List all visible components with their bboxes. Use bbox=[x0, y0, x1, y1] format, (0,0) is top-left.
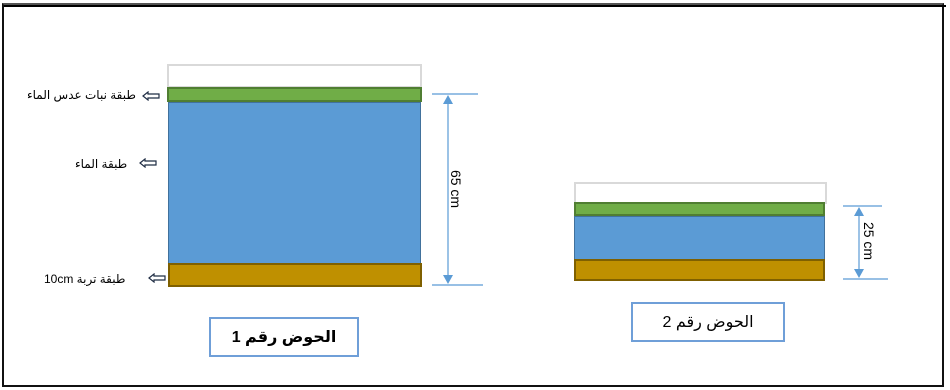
tank1-plant-label: طبقة نبات عدس الماء bbox=[27, 88, 136, 102]
tank2-title: الحوض رقم 2 bbox=[631, 302, 785, 342]
tank1-plant-layer bbox=[167, 87, 422, 102]
tank2-water-layer bbox=[574, 216, 825, 260]
top-border bbox=[4, 5, 946, 7]
left-arrow-icon bbox=[148, 273, 166, 283]
tank1-soil-layer bbox=[168, 263, 422, 287]
tank1-title: الحوض رقم 1 bbox=[209, 317, 359, 357]
tank2-dim-arrow-down bbox=[854, 269, 864, 278]
tank2-top-empty bbox=[574, 182, 827, 204]
tank1-water-label: طبقة الماء bbox=[75, 157, 128, 171]
tank2-height-label: 25 cm bbox=[861, 221, 878, 261]
tank1-dim-arrow-down bbox=[443, 275, 453, 284]
tank1-soil-label: طبقة تربة 10cm bbox=[44, 272, 126, 286]
left-arrow-icon bbox=[142, 91, 160, 101]
tank2-plant-layer bbox=[574, 202, 825, 216]
tank1-water-layer bbox=[168, 102, 421, 264]
tank2-dim-arrow-up bbox=[854, 207, 864, 216]
left-arrow-icon bbox=[139, 158, 157, 168]
tank2-soil-layer bbox=[574, 259, 825, 281]
tank1-height-label: 65 cm bbox=[448, 169, 465, 209]
tank1-dim-arrow-up bbox=[443, 95, 453, 104]
